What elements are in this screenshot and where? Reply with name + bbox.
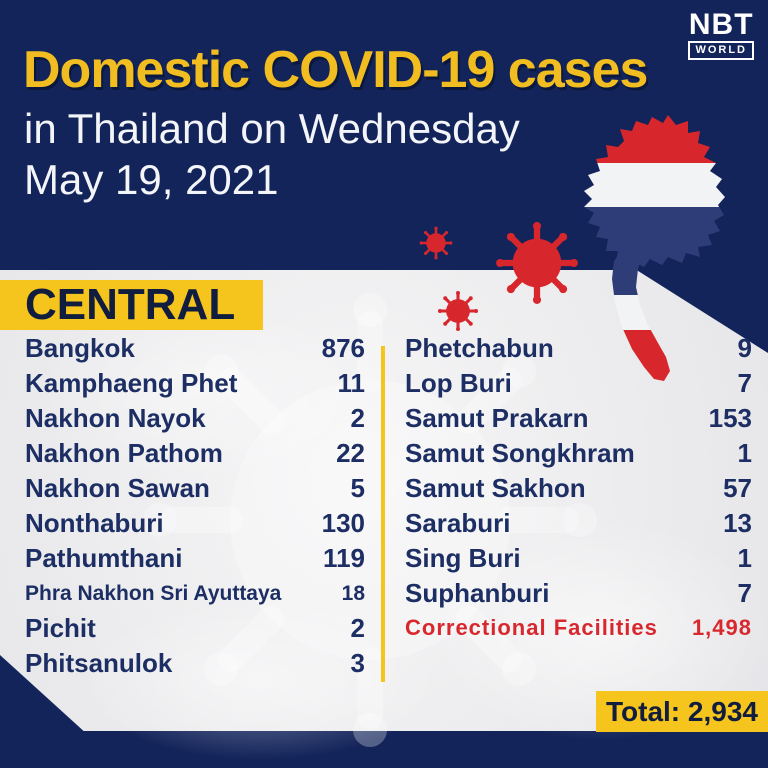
- subtitle-line-2: May 19, 2021: [24, 156, 279, 203]
- province-count: 119: [323, 543, 365, 573]
- province-count: 2: [350, 613, 365, 643]
- province-row: Phitsanulok 3: [25, 646, 365, 681]
- province-row: Pathumthani 119: [25, 541, 365, 576]
- province-count: 7: [737, 578, 752, 608]
- footer-bar: [0, 731, 768, 768]
- column-divider: [381, 346, 385, 682]
- province-name: Samut Songkhram: [405, 438, 635, 468]
- province-count: 2: [350, 403, 365, 433]
- province-name: Correctional Facilities: [405, 614, 658, 640]
- subtitle-line-1: in Thailand on Wednesday: [24, 105, 520, 152]
- province-count: 7: [737, 368, 752, 398]
- virus-icon: [436, 289, 480, 333]
- province-count: 1: [737, 438, 752, 468]
- province-count: 1,498: [691, 614, 752, 640]
- province-name: Lop Buri: [405, 368, 512, 398]
- region-badge: CENTRAL: [0, 280, 263, 330]
- province-row: Samut Songkhram 1: [405, 436, 752, 471]
- province-count: 876: [321, 333, 365, 363]
- logo-text-nbt: NBT: [688, 8, 754, 41]
- total-badge: Total: 2,934: [596, 691, 768, 732]
- thailand-map: [584, 115, 725, 381]
- province-count: 13: [723, 508, 752, 538]
- province-row: Samut Prakarn 153: [405, 401, 752, 436]
- province-row: Bangkok 876: [25, 331, 365, 366]
- province-name: Phra Nakhon Sri Ayuttaya: [25, 581, 282, 605]
- province-count: 130: [321, 508, 365, 538]
- province-name: Samut Prakarn: [405, 403, 589, 433]
- province-row: Nakhon Sawan 5: [25, 471, 365, 506]
- province-name: Saraburi: [405, 508, 511, 538]
- province-name: Sing Buri: [405, 543, 521, 573]
- province-row: Saraburi 13: [405, 506, 752, 541]
- province-name: Bangkok: [25, 333, 135, 363]
- province-name: Kamphaeng Phet: [25, 368, 238, 398]
- province-name: Nakhon Sawan: [25, 473, 210, 503]
- province-row: Nakhon Nayok 2: [25, 401, 365, 436]
- province-count: 57: [723, 473, 752, 503]
- province-name: Suphanburi: [405, 578, 550, 608]
- province-name: Phitsanulok: [25, 648, 173, 678]
- province-row: Pichit 2: [25, 611, 365, 646]
- province-row: Phetchabun 9: [405, 331, 752, 366]
- province-row: Nakhon Pathom 22: [25, 436, 365, 471]
- province-name: Nakhon Nayok: [25, 403, 206, 433]
- province-name: Pathumthani: [25, 543, 183, 573]
- province-count: 11: [337, 368, 366, 398]
- province-row: Samut Sakhon 57: [405, 471, 752, 506]
- virus-icon: [418, 225, 454, 261]
- province-count: 9: [737, 333, 752, 363]
- province-count: 3: [350, 648, 365, 678]
- province-name: Samut Sakhon: [405, 473, 586, 503]
- province-name: Nonthaburi: [25, 508, 164, 538]
- province-count: 153: [708, 403, 752, 433]
- province-row: Correctional Facilities 1,498: [405, 611, 752, 644]
- province-row: Sing Buri 1: [405, 541, 752, 576]
- province-row: Phra Nakhon Sri Ayuttaya 18: [25, 576, 365, 611]
- province-name: Pichit: [25, 613, 96, 643]
- province-row: Kamphaeng Phet 11: [25, 366, 365, 401]
- nbt-world-logo: NBT WORLD: [688, 10, 754, 60]
- logo-text-world: WORLD: [688, 41, 754, 60]
- page-title: Domestic COVID-19 cases: [23, 41, 648, 99]
- virus-icon: [492, 218, 582, 308]
- province-count: 18: [341, 581, 365, 605]
- province-count: 5: [350, 473, 365, 503]
- province-name: Phetchabun: [405, 333, 554, 363]
- province-row: Lop Buri 7: [405, 366, 752, 401]
- province-name: Nakhon Pathom: [25, 438, 223, 468]
- province-count: 22: [336, 438, 365, 468]
- province-list-left: Bangkok 876 Kamphaeng Phet 11 Nakhon Nay…: [25, 331, 365, 681]
- province-row: Nonthaburi 130: [25, 506, 365, 541]
- province-count: 1: [737, 543, 752, 573]
- province-row: Suphanburi 7: [405, 576, 752, 611]
